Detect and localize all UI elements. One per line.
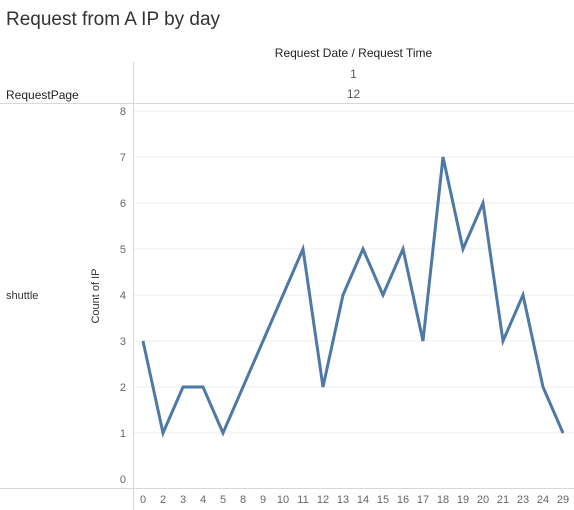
y-tick-label: 6 <box>120 198 126 210</box>
y-tick-label: 7 <box>120 152 126 164</box>
x-axis-top-divider <box>0 488 574 489</box>
x-tick-label: 15 <box>377 494 389 506</box>
data-point[interactable] <box>359 245 367 253</box>
data-point[interactable] <box>159 429 167 437</box>
x-tick-label: 10 <box>277 494 289 506</box>
y-axis-title: Count of IP <box>90 268 102 323</box>
x-tick-label: 14 <box>357 494 369 506</box>
data-point[interactable] <box>539 383 547 391</box>
header-column-divider <box>133 62 134 103</box>
data-point[interactable] <box>239 383 247 391</box>
data-point[interactable] <box>439 153 447 161</box>
x-tick-label: 20 <box>477 494 489 506</box>
x-tick-label: 29 <box>557 494 569 506</box>
x-tick-label: 24 <box>537 494 549 506</box>
y-tick-label: 5 <box>120 244 126 256</box>
data-point[interactable] <box>319 383 327 391</box>
data-point[interactable] <box>419 337 427 345</box>
data-point[interactable] <box>299 245 307 253</box>
column-header-level2: 12 <box>346 87 361 101</box>
data-point[interactable] <box>199 383 207 391</box>
x-tick-label: 16 <box>397 494 409 506</box>
x-tick-label: 8 <box>240 494 246 506</box>
y-tick-label: 0 <box>120 474 126 486</box>
pane-left-divider <box>133 104 134 510</box>
data-point[interactable] <box>339 291 347 299</box>
y-axis-ticks: 0 1 2 3 4 5 6 7 8 <box>120 106 126 486</box>
y-tick-label: 2 <box>120 382 126 394</box>
column-header-label[interactable]: Request Date / Request Time <box>274 46 433 60</box>
chart-title: Request from A IP by day <box>6 9 221 30</box>
data-point[interactable] <box>519 291 527 299</box>
data-point[interactable] <box>399 245 407 253</box>
data-point[interactable] <box>259 337 267 345</box>
data-point[interactable] <box>179 383 187 391</box>
y-tick-label: 1 <box>120 428 126 440</box>
column-header-level1: 1 <box>350 67 357 81</box>
data-point[interactable] <box>499 337 507 345</box>
x-tick-label: 21 <box>497 494 509 506</box>
data-point[interactable] <box>559 429 567 437</box>
row-header-value: shuttle <box>6 290 39 302</box>
x-tick-label: 17 <box>417 494 429 506</box>
y-tick-label: 3 <box>120 336 126 348</box>
series-line[interactable] <box>141 156 565 438</box>
x-tick-label: 18 <box>437 494 449 506</box>
x-tick-label: 4 <box>200 494 206 506</box>
series-group[interactable] <box>139 153 567 438</box>
x-tick-label: 11 <box>297 494 308 506</box>
data-point[interactable] <box>479 199 487 207</box>
data-point[interactable] <box>219 429 227 437</box>
x-tick-label: 5 <box>220 494 226 506</box>
x-tick-label: 19 <box>457 494 469 506</box>
x-tick-label: 3 <box>180 494 186 506</box>
x-tick-label: 9 <box>260 494 266 506</box>
x-tick-label: 12 <box>317 494 329 506</box>
y-tick-label: 4 <box>120 290 126 302</box>
y-tick-label: 8 <box>120 106 126 118</box>
x-tick-label: 2 <box>160 494 166 506</box>
row-header-label[interactable]: RequestPage <box>6 88 79 102</box>
x-tick-label: 23 <box>517 494 529 506</box>
data-point[interactable] <box>139 337 147 345</box>
data-point[interactable] <box>279 291 287 299</box>
grid-lines <box>134 110 574 434</box>
data-point[interactable] <box>379 291 387 299</box>
x-tick-label: 13 <box>337 494 349 506</box>
x-axis-ticks: 0 2 3 4 5 8 9 10 11 12 13 14 15 16 17 18 19 20 21 23 24 29 <box>140 494 569 506</box>
data-point[interactable] <box>459 245 467 253</box>
header-bottom-divider <box>0 103 574 104</box>
x-tick-label: 0 <box>140 494 146 506</box>
